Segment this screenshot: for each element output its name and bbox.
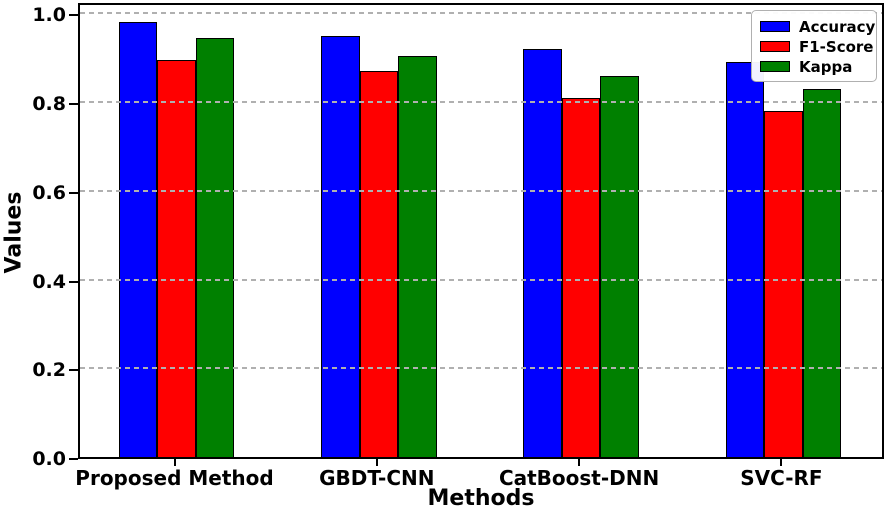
bar-accuracy-catboost-dnn: [523, 48, 562, 457]
x-tick-label-proposed-method: Proposed Method: [75, 466, 274, 490]
plot-area: [78, 3, 884, 459]
y-tick-label-0.8: 0.8: [32, 93, 66, 116]
y-tick-mark: [69, 369, 78, 372]
bar-f1-score-proposed-method: [157, 60, 196, 457]
y-axis-label: Values: [1, 191, 27, 274]
legend-item-f1-score: F1-Score: [760, 38, 873, 56]
bar-accuracy-svc-rf: [725, 62, 765, 457]
y-tick-label-0.0: 0.0: [32, 448, 66, 470]
y-tick-label-1.0: 1.0: [32, 4, 66, 27]
bar-accuracy-proposed-method: [118, 22, 158, 457]
y-tick-mark: [69, 458, 78, 460]
y-tick-mark: [69, 103, 78, 106]
x-tick-label-catboost-dnn: CatBoost-DNN: [498, 466, 660, 490]
legend-label: Kappa: [799, 57, 853, 76]
x-tick-mark: [578, 459, 581, 466]
x-tick-label-svc-rf: SVC-RF: [740, 466, 823, 490]
x-axis-label: Methods: [427, 486, 535, 511]
y-tick-mark: [69, 191, 78, 194]
bar-kappa-svc-rf: [802, 88, 842, 457]
legend-item-kappa: Kappa: [760, 57, 868, 76]
bar-kappa-proposed-method: [195, 37, 235, 457]
bar-f1-score-catboost-dnn: [561, 97, 601, 457]
bar-kappa-gbdt-cnn: [398, 55, 437, 457]
y-tick-label-0.6: 0.6: [32, 181, 66, 204]
legend-swatch-kappa: [760, 61, 790, 72]
bar-f1-score-svc-rf: [764, 111, 803, 457]
y-tick-mark: [69, 14, 78, 17]
legend-swatch-f1-score: [760, 41, 790, 52]
x-tick-mark: [375, 459, 378, 466]
x-tick-mark: [173, 459, 176, 466]
legend-label: F1-Score: [799, 37, 874, 56]
legend: Accuracy F1-Score Kappa: [751, 10, 877, 82]
x-tick-mark: [780, 459, 783, 466]
legend-item-accuracy: Accuracy: [760, 18, 875, 36]
bar-accuracy-gbdt-cnn: [321, 35, 360, 457]
legend-label: Accuracy: [799, 17, 876, 36]
bar-kappa-catboost-dnn: [600, 75, 639, 457]
bar-f1-score-gbdt-cnn: [359, 71, 399, 457]
y-tick-label-0.4: 0.4: [32, 270, 66, 293]
legend-swatch-accuracy: [760, 21, 790, 32]
x-tick-label-gbdt-cnn: GBDT-CNN: [319, 466, 435, 490]
y-tick-mark: [69, 280, 78, 283]
y-tick-label-0.2: 0.2: [32, 359, 66, 382]
